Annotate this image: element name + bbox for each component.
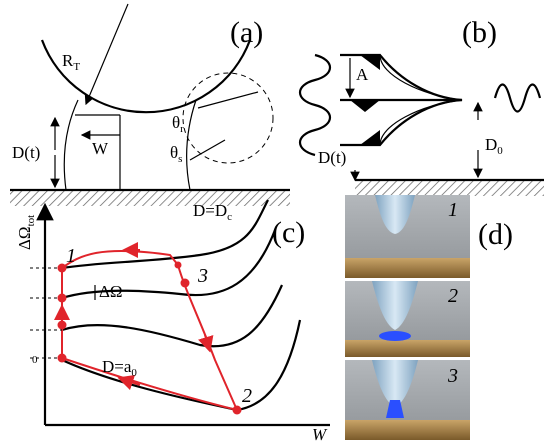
point-label: 2 <box>242 385 252 407</box>
points <box>58 262 242 415</box>
shape <box>175 262 182 269</box>
point-label: 3 <box>197 265 208 287</box>
subscript: s <box>178 153 182 165</box>
substrate <box>355 180 544 196</box>
text: θ <box>170 143 178 162</box>
panel-label: (b) <box>462 16 497 49</box>
text: θ <box>172 113 180 132</box>
text: R <box>62 51 74 70</box>
distance-label: D(t) <box>12 143 40 162</box>
amplitude-label: A <box>356 65 369 84</box>
y-axis-label: ΔΩtot <box>15 215 37 250</box>
panel-label: (a) <box>230 16 263 49</box>
panel-a: (a) RT W D(t) θr θs <box>10 4 290 206</box>
frame-number: 1 <box>448 199 458 221</box>
angle-label: θr <box>172 113 184 135</box>
cycle-path <box>62 251 237 410</box>
subscript: 0 <box>131 367 137 379</box>
distance-label: D(t) <box>318 148 346 167</box>
subscript: T <box>73 61 80 73</box>
subscript: tot <box>25 215 37 227</box>
shape <box>58 294 67 303</box>
shape <box>233 406 242 415</box>
y-tick: 0 <box>32 354 38 366</box>
meniscus-right <box>187 100 196 190</box>
shape <box>58 354 67 363</box>
frame: 2 <box>345 281 470 357</box>
point-label: 1 <box>66 245 76 267</box>
text: D=D <box>193 201 227 220</box>
panel-c: (c) ΔΩtot W 0 D=Dc D=a0 ΔΩ 1 2 3 <box>15 200 330 443</box>
frame: 1 <box>345 195 470 278</box>
panel-label: (d) <box>478 218 513 251</box>
frame-number: 3 <box>447 365 458 387</box>
shape <box>345 420 470 440</box>
shape <box>345 258 470 278</box>
frame-number: 2 <box>448 285 458 307</box>
curve-label: D=Dc <box>193 201 232 223</box>
angle-line <box>190 140 225 160</box>
subscript: 0 <box>497 145 503 157</box>
subscript: r <box>180 123 184 135</box>
x-axis-label: W <box>312 425 328 443</box>
frame: 3 <box>345 360 470 440</box>
shape <box>58 321 67 330</box>
text: D=a <box>102 357 132 376</box>
width-label: W <box>92 139 109 158</box>
text: ΔΩ <box>15 226 34 250</box>
small-wave <box>495 85 540 112</box>
panel-d: 1 2 3 (d) <box>345 195 513 440</box>
curve-label: D=a0 <box>102 357 137 379</box>
curve <box>62 200 268 268</box>
shape <box>379 331 411 341</box>
shape <box>345 340 470 357</box>
shape <box>181 279 190 288</box>
dashed-circle <box>183 73 273 163</box>
figure: (a) RT W D(t) θr θs (b) A D0 D(t) <box>0 0 544 443</box>
text: D <box>485 135 497 154</box>
panel-b: (b) A D0 D(t) <box>300 16 544 196</box>
subscript: c <box>227 211 232 223</box>
wave <box>300 55 330 155</box>
gap-label: ΔΩ <box>99 282 123 301</box>
radius-line <box>86 4 128 104</box>
panel-label: (c) <box>272 216 305 249</box>
curve <box>62 320 300 410</box>
radius-label: RT <box>62 51 80 73</box>
substrate <box>10 190 290 206</box>
angle-label: θs <box>170 143 182 165</box>
rest-label: D0 <box>485 135 503 157</box>
meniscus-left <box>64 100 78 190</box>
